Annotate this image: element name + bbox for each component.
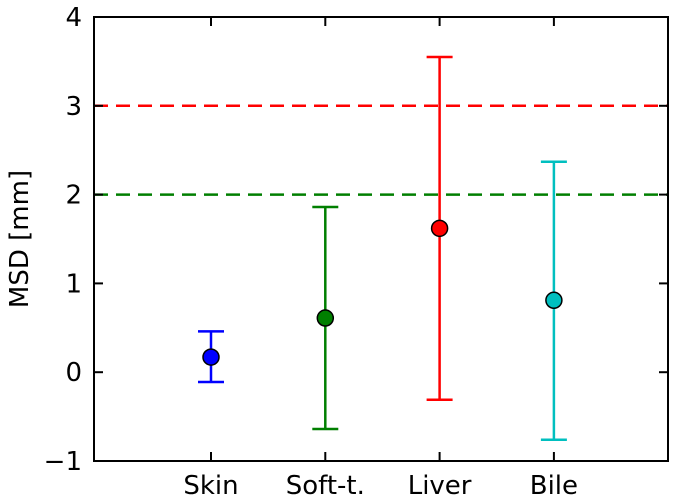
plot-frame (93, 16, 669, 462)
data-point-2 (430, 219, 449, 238)
y-tick-label-3: 2 (65, 181, 82, 211)
y-tick-label-1: 0 (65, 358, 82, 388)
y-tick-label-5: 4 (65, 3, 82, 33)
x-tick-label-3: Bile (530, 471, 578, 500)
x-tick-label-2: Liver (408, 471, 472, 500)
y-axis-label: MSD [mm] (5, 170, 35, 308)
plot-area: −1 0 1 2 3 4 Skin Soft-t. Liver Bile (44, 3, 668, 500)
y-tick-label-2: 1 (65, 269, 82, 299)
data-point-1 (316, 309, 335, 327)
x-tick-label-0: Skin (183, 471, 238, 500)
x-tick-label-1: Soft-t. (286, 471, 365, 500)
data-point-3 (545, 291, 563, 310)
y-tick-label-0: −1 (44, 447, 82, 477)
y-tick-label-4: 3 (65, 92, 82, 122)
data-point-0 (202, 348, 220, 366)
